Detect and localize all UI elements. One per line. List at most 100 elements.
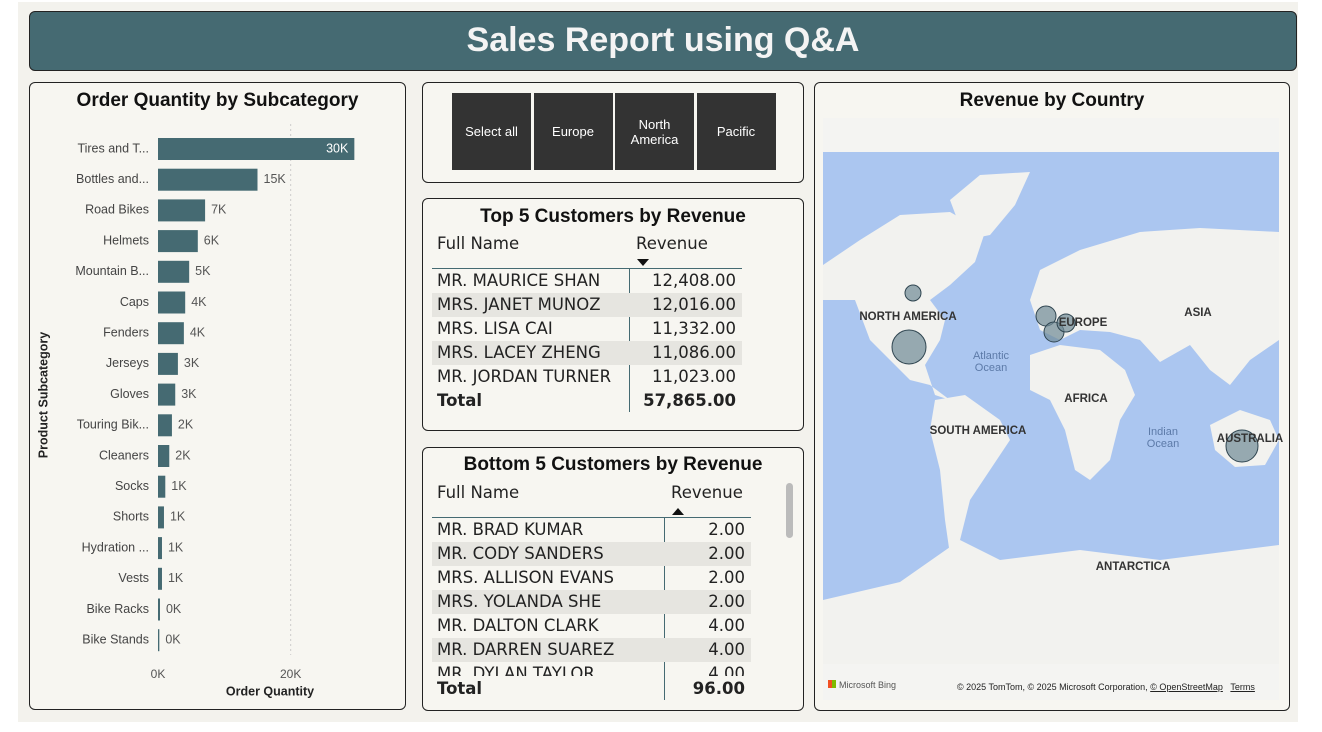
cell-value: 11,332.00: [652, 319, 736, 338]
bar: [158, 629, 160, 652]
bar: [158, 445, 170, 467]
y-tick-label: Vests: [118, 571, 149, 585]
y-tick-label: Helmets: [103, 233, 149, 247]
slicer-panel: Select all Europe North America Pacific: [422, 82, 804, 183]
cell-value: 12,016.00: [652, 295, 736, 314]
cell-name: MRS. YOLANDA SHE: [437, 592, 602, 611]
slicer-button[interactable]: North America: [615, 93, 694, 170]
cell-value: 11,086.00: [652, 343, 736, 362]
value-label: 2K: [178, 418, 194, 432]
value-label: 2K: [175, 448, 191, 462]
cell-name: MR. MAURICE SHAN: [437, 271, 601, 290]
table-row: MR. DARREN SUAREZ 4.00: [432, 638, 751, 662]
y-tick-label: Shorts: [113, 510, 149, 524]
cell-value: 2.00: [708, 544, 745, 563]
cell-value: 4.00: [708, 616, 745, 635]
continent-label: SOUTH AMERICA: [929, 425, 1027, 437]
ocean-label: Indian Ocean: [1146, 426, 1180, 450]
cell-name: MR. DARREN SUAREZ: [437, 640, 615, 659]
column-header: Full Name: [437, 483, 520, 502]
y-tick-label: Gloves: [110, 387, 149, 401]
cell-name: MRS. LISA CAI: [437, 319, 553, 338]
ocean-label: Atlantic Ocean: [972, 350, 1010, 374]
bottom-table: Full Name Revenue MR. BRAD KUMAR 2.00 MR. CO…: [432, 481, 752, 703]
scrollbar[interactable]: [786, 483, 793, 538]
cell-value: 11,023.00: [652, 367, 736, 386]
map-footer: [823, 664, 1279, 700]
y-axis-label: Product Subcategory: [36, 332, 50, 458]
total-value: 57,865.00: [643, 391, 736, 410]
table-row: MR. DYLAN TAYLOR 4.00: [432, 662, 751, 676]
bar: [158, 291, 186, 314]
value-label: 6K: [204, 233, 220, 247]
y-tick-label: Hydration ...: [82, 540, 149, 554]
total-row: Total 57,865.00: [432, 389, 742, 413]
value-label: 3K: [181, 387, 197, 401]
map[interactable]: [823, 118, 1279, 700]
bar-title: Order Quantity by Subcategory: [76, 90, 359, 111]
slicer-button[interactable]: Select all: [452, 93, 531, 170]
value-label: 1K: [170, 510, 186, 524]
cell-value: 2.00: [708, 520, 745, 539]
continent-label: ASIA: [1184, 307, 1212, 319]
table-row: MR. BRAD KUMAR 2.00: [432, 518, 751, 542]
bottom-table-panel: Bottom 5 Customers by Revenue: [422, 447, 804, 711]
bar: [158, 567, 162, 590]
cell-name: MR. BRAD KUMAR: [437, 520, 584, 539]
y-tick-label: Caps: [120, 295, 149, 309]
value-label: 30K: [326, 141, 349, 155]
total-label: Total: [437, 391, 483, 410]
map-title: Revenue by Country: [959, 90, 1145, 111]
value-label: 15K: [264, 172, 287, 186]
map-logo: Microsoft Bing: [828, 680, 896, 690]
bar: [158, 138, 355, 160]
column-header: Revenue: [671, 483, 743, 502]
x-tick-label: 0K: [151, 667, 166, 681]
cell-name: MR. DALTON CLARK: [437, 616, 599, 635]
terms-link[interactable]: Terms: [1230, 682, 1255, 692]
bar: [158, 168, 258, 191]
y-tick-label: Bottles and...: [76, 172, 149, 186]
cell-name: MR. JORDAN TURNER: [437, 367, 612, 386]
total-row: Total 96.00: [432, 677, 751, 701]
x-axis-label: Order Quantity: [226, 684, 314, 698]
bar: [158, 475, 166, 498]
land: [823, 172, 1279, 664]
header-rule: [432, 268, 742, 269]
value-label: 0K: [165, 632, 181, 646]
value-label: 1K: [168, 540, 184, 554]
total-label: Total: [437, 679, 483, 698]
cell-name: MRS. LACEY ZHENG: [437, 343, 601, 362]
cell-value: 4.00: [708, 640, 745, 659]
value-label: 5K: [195, 264, 211, 278]
sort-arrow[interactable]: [637, 259, 649, 266]
logo-text: Microsoft Bing: [839, 680, 897, 690]
table-title: Top 5 Customers by Revenue: [480, 206, 746, 227]
logo-icon: [828, 680, 836, 688]
bar-chart: 0K 20K Order Quantity Product Subcategory Ti…: [36, 124, 355, 698]
cell-value: 2.00: [708, 568, 745, 587]
bar: [158, 383, 176, 406]
table-row: MRS. JANET MUNOZ 12,016.00: [432, 293, 742, 317]
slicer-button[interactable]: Europe: [533, 93, 613, 170]
column-header: Full Name: [437, 234, 520, 253]
y-tick-label: Touring Bik...: [77, 418, 149, 432]
value-label: 4K: [190, 325, 206, 339]
cell-value: 12,408.00: [652, 271, 736, 290]
sort-arrow[interactable]: [672, 508, 684, 515]
table-row: MR. DALTON CLARK 4.00: [432, 614, 751, 638]
osm-link[interactable]: © OpenStreetMap: [1150, 682, 1223, 692]
column-rule: [629, 268, 630, 412]
slicer-button[interactable]: Pacific: [696, 93, 776, 170]
continent-label: AFRICA: [1064, 393, 1108, 405]
table-row: MR. JORDAN TURNER 11,023.00: [432, 365, 742, 389]
table-body: MR. BRAD KUMAR 2.00 MR. CODY SANDERS 2.00 MR…: [432, 518, 751, 676]
value-label: 7K: [211, 203, 227, 217]
y-tick-label: Mountain B...: [75, 264, 149, 278]
total-value: 96.00: [692, 679, 745, 698]
bar: [158, 352, 178, 375]
bar: [158, 230, 198, 253]
value-label: 1K: [168, 571, 184, 585]
cell-name: MR. DYLAN TAYLOR: [437, 664, 595, 676]
